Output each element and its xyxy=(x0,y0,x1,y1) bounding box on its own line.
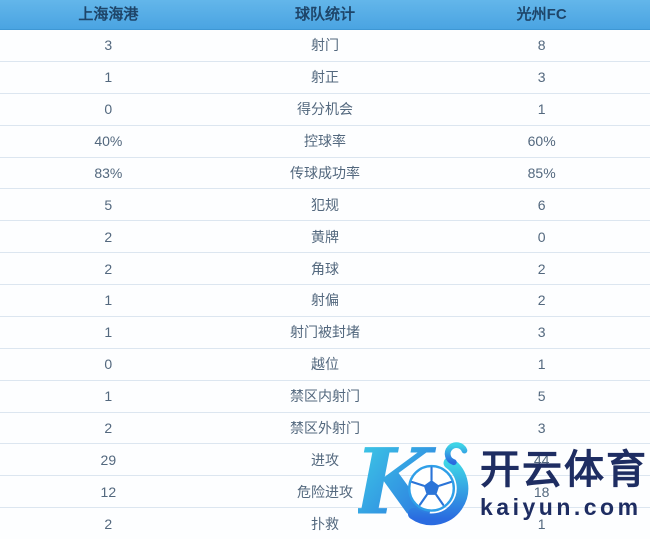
table-row: 3 射门 8 xyxy=(0,30,650,62)
kaiyun-logo-icon: K xyxy=(358,437,469,529)
away-value: 3 xyxy=(537,419,546,436)
home-value: 2 xyxy=(104,515,113,532)
away-value: 1 xyxy=(537,356,546,373)
home-value: 83% xyxy=(94,164,123,181)
away-value: 0 xyxy=(537,228,546,245)
stat-label: 射门被封堵 xyxy=(289,324,360,341)
away-value: 60% xyxy=(527,133,556,150)
home-value: 5 xyxy=(104,196,113,213)
home-value: 0 xyxy=(104,356,113,373)
table-row: 12 危险进攻 18 xyxy=(0,476,650,509)
stat-label: 越位 xyxy=(310,356,339,373)
stat-label: 扑救 xyxy=(310,515,339,532)
away-value: 18 xyxy=(533,483,550,500)
stat-label: 传球成功率 xyxy=(289,164,360,181)
away-value: 8 xyxy=(537,37,546,54)
away-value: 3 xyxy=(537,69,546,86)
watermark-text: 开云体育 kaiyun.com xyxy=(480,448,648,521)
home-value: 1 xyxy=(104,388,113,405)
table-row: 2 扑救 1 xyxy=(0,508,650,539)
home-value: 12 xyxy=(100,483,117,500)
table-row: 83% 传球成功率 85% xyxy=(0,157,650,190)
watermark-domain: kaiyun.com xyxy=(480,493,642,520)
away-value: 44 xyxy=(533,451,550,468)
home-value: 1 xyxy=(104,69,113,86)
table-row: 1 射正 3 xyxy=(0,61,650,94)
watermark-brand-name: 开云体育 xyxy=(480,447,648,492)
table-row: 5 犯规 6 xyxy=(0,189,650,222)
home-value: 3 xyxy=(104,37,113,54)
away-team-name: 光州FC xyxy=(516,6,567,23)
away-value: 5 xyxy=(537,388,546,405)
stats-rows: 3 射门 8 1 射正 3 0 得分机会 1 40% 控球率 60% 83% 传… xyxy=(0,30,650,539)
home-value: 1 xyxy=(104,292,113,309)
home-team-name: 上海海港 xyxy=(78,6,139,23)
stats-header-row: 上海海港 球队统计 光州FC xyxy=(0,0,650,30)
away-value: 1 xyxy=(537,515,546,532)
table-row: 40% 控球率 60% xyxy=(0,125,650,158)
home-value: 40% xyxy=(94,133,123,150)
away-value: 85% xyxy=(527,164,556,181)
home-value: 29 xyxy=(100,451,117,468)
stat-label: 进攻 xyxy=(310,451,339,468)
home-value: 2 xyxy=(104,228,113,245)
away-value: 6 xyxy=(537,196,546,213)
watermark: K 开云体育 kaiyun.com xyxy=(358,437,650,529)
home-value: 2 xyxy=(104,260,113,277)
stat-label: 黄牌 xyxy=(310,228,339,245)
home-value: 0 xyxy=(104,101,113,118)
stat-label: 禁区内射门 xyxy=(289,388,360,405)
stat-label: 射正 xyxy=(310,69,339,86)
away-value: 2 xyxy=(537,292,546,309)
stat-label: 危险进攻 xyxy=(296,483,353,500)
table-row: 2 黄牌 0 xyxy=(0,221,650,254)
stat-label: 角球 xyxy=(310,260,339,277)
stat-label: 控球率 xyxy=(303,133,346,150)
stat-label: 射偏 xyxy=(310,292,339,309)
away-value: 3 xyxy=(537,324,546,341)
stat-label: 犯规 xyxy=(310,196,339,213)
away-value: 2 xyxy=(537,260,546,277)
table-row: 29 进攻 44 xyxy=(0,444,650,477)
home-value: 1 xyxy=(104,324,113,341)
table-row: 1 射偏 2 xyxy=(0,285,650,317)
away-value: 1 xyxy=(537,101,546,118)
table-row: 1 射门被封堵 3 xyxy=(0,316,650,349)
home-value: 2 xyxy=(104,419,113,436)
table-row: 0 越位 1 xyxy=(0,348,650,381)
stats-title: 球队统计 xyxy=(294,6,355,23)
stat-label: 得分机会 xyxy=(296,101,353,118)
stat-label: 禁区外射门 xyxy=(289,419,360,436)
table-row: 0 得分机会 1 xyxy=(0,93,650,126)
table-row: 2 禁区外射门 3 xyxy=(0,412,650,445)
table-row: 1 禁区内射门 5 xyxy=(0,380,650,413)
stat-label: 射门 xyxy=(310,37,339,54)
table-row: 2 角球 2 xyxy=(0,253,650,285)
